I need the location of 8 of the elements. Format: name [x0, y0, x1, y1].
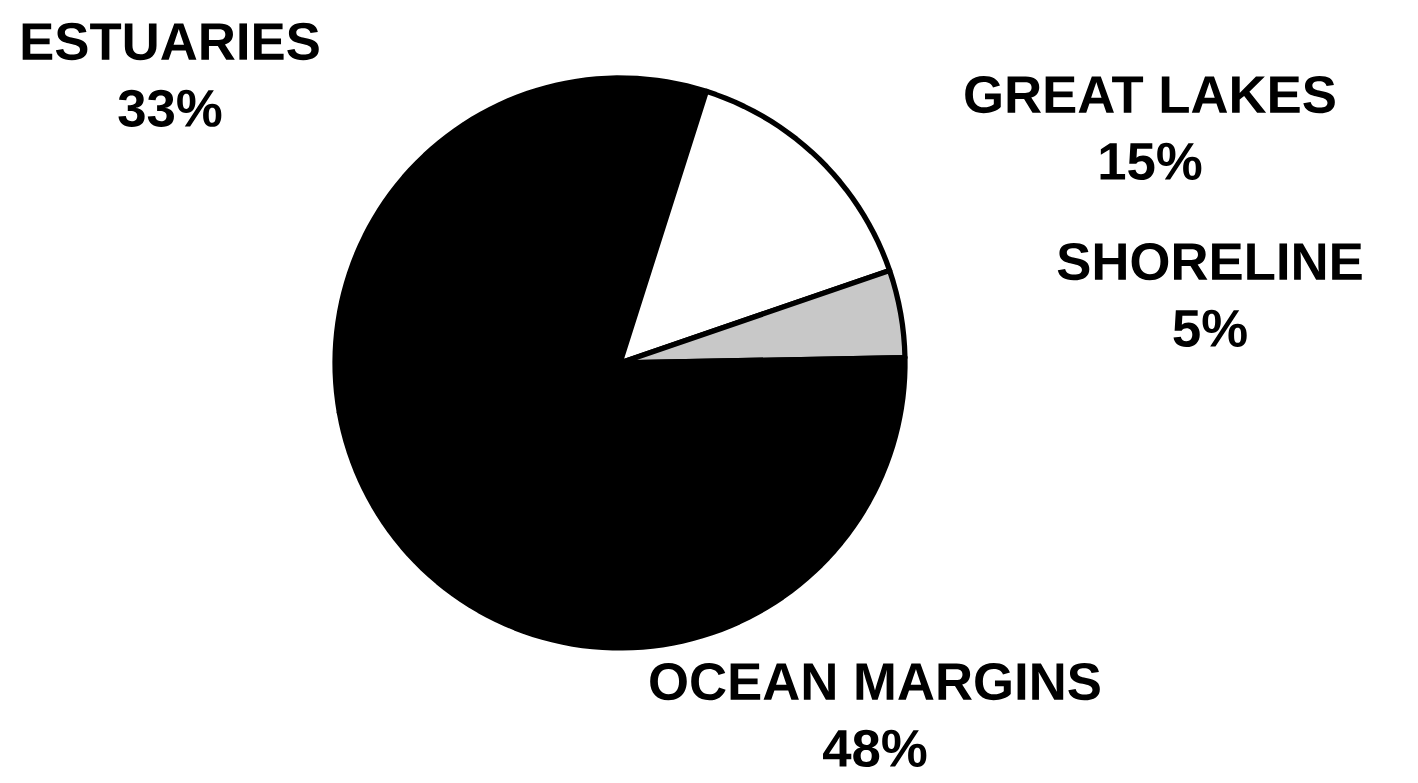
data-label: 48% [823, 729, 927, 768]
slice-label: ESTUARIES [22, 22, 319, 61]
data-label: 5% [1173, 309, 1247, 348]
data-label: 33% [118, 89, 222, 128]
slice-label: OCEAN MARGINS [650, 662, 1100, 701]
slice-label: SHORELINE [1057, 242, 1362, 281]
slice-label: GREAT LAKES [965, 75, 1335, 114]
data-label: 15% [1100, 142, 1202, 180]
